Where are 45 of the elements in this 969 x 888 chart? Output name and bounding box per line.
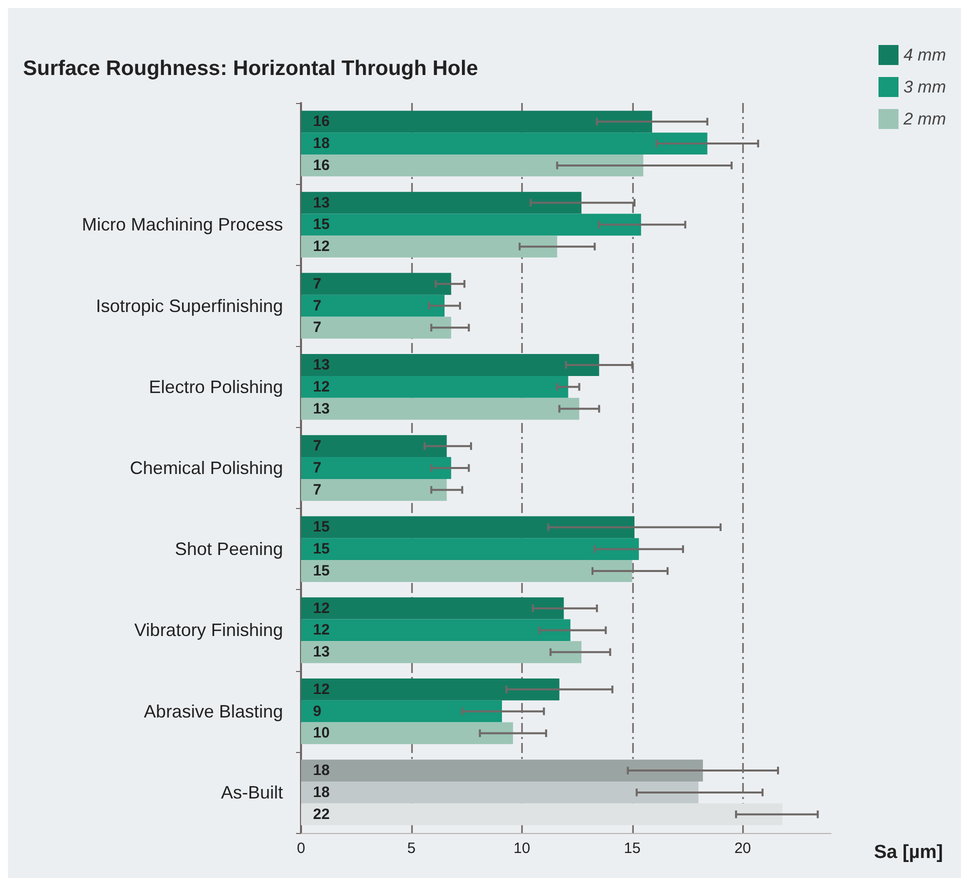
data-label: 9 xyxy=(313,702,322,720)
y-tick-label: Vibratory Finishing xyxy=(134,620,283,640)
y-tick-label: As-Built xyxy=(220,782,283,802)
x-axis-title: Sa [µm] xyxy=(874,842,943,863)
data-label: 18 xyxy=(313,784,330,801)
data-label: 7 xyxy=(313,438,322,455)
y-tick-label: Chemical Polishing xyxy=(130,458,283,478)
data-label: 10 xyxy=(313,724,330,742)
legend-label: 2 mm xyxy=(902,110,946,128)
data-label: 12 xyxy=(313,238,330,256)
y-tick-label: Micro Machining Process xyxy=(82,214,283,235)
y-tick-label: Abrasive Blasting xyxy=(144,701,283,722)
data-label: 15 xyxy=(313,216,330,234)
y-tick-label: Electro Polishing xyxy=(148,376,283,397)
data-label: 18 xyxy=(313,135,330,152)
data-label: 12 xyxy=(313,680,330,698)
data-label: 13 xyxy=(313,194,330,212)
chart-title: Surface Roughness: Horizontal Through Hole xyxy=(23,57,478,80)
y-tick-label: Isotropic Superfinishing xyxy=(96,296,283,316)
x-tick-label: 15 xyxy=(624,840,641,857)
x-tick-label: 10 xyxy=(513,840,530,857)
data-label: 13 xyxy=(313,400,330,418)
data-label: 7 xyxy=(313,297,322,314)
data-label: 15 xyxy=(313,562,330,580)
data-label: 16 xyxy=(313,113,330,130)
y-tick-label: Shot Peening xyxy=(174,539,283,560)
data-label: 15 xyxy=(313,518,330,536)
data-label: 16 xyxy=(313,156,330,174)
x-tick-label: 0 xyxy=(296,840,306,857)
data-label: 7 xyxy=(313,275,322,292)
data-label: 7 xyxy=(313,319,322,336)
legend-label: 4 mm xyxy=(904,46,946,64)
data-label: 22 xyxy=(313,806,330,823)
data-label: 13 xyxy=(313,356,330,374)
data-label: 12 xyxy=(313,378,330,396)
x-tick-label: 5 xyxy=(407,840,416,857)
legend-label: 3 mm xyxy=(904,78,946,96)
data-label: 13 xyxy=(313,644,330,661)
data-label: 12 xyxy=(313,600,330,617)
data-label: 7 xyxy=(313,460,322,476)
data-label: 18 xyxy=(313,762,330,780)
data-label: 15 xyxy=(313,540,330,558)
data-label: 12 xyxy=(313,622,330,639)
data-label: 7 xyxy=(313,481,322,498)
x-tick-label: 20 xyxy=(734,840,752,857)
